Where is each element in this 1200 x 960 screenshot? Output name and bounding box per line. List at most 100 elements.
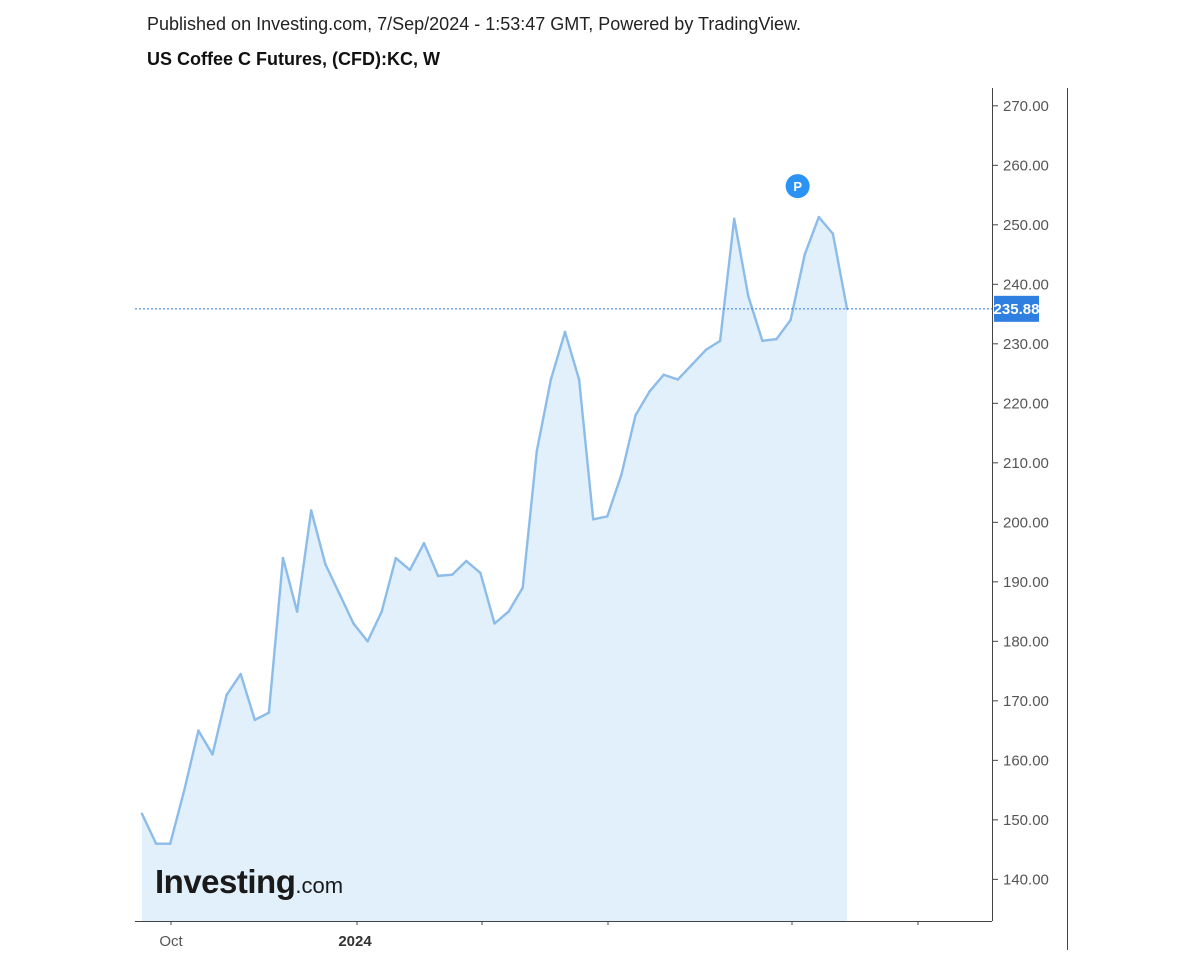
price-line — [140, 215, 849, 845]
price-segment — [704, 339, 722, 351]
y-tick-label: 220.00 — [1003, 395, 1049, 412]
price-point — [789, 318, 792, 322]
price-segment — [662, 373, 679, 381]
price-point — [535, 449, 538, 453]
price-segment — [733, 217, 750, 298]
y-tick-label: 140.00 — [1003, 871, 1049, 888]
price-point — [831, 232, 835, 235]
price-point — [394, 556, 397, 560]
price-point — [239, 672, 242, 676]
last-price-label: 235.88 — [994, 301, 1040, 318]
price-area-fill — [142, 217, 847, 921]
last-price-tag-background — [994, 295, 1039, 322]
y-tick-label: 170.00 — [1003, 693, 1049, 710]
y-tick-label: 230.00 — [1003, 336, 1049, 353]
price-point — [521, 586, 524, 589]
price-segment — [577, 378, 595, 521]
price-point — [549, 378, 553, 381]
y-tick-label: 200.00 — [1003, 514, 1049, 531]
price-point — [366, 640, 369, 643]
price-segment — [549, 330, 567, 381]
price-point — [507, 610, 510, 613]
price-point — [310, 509, 313, 512]
price-segment — [606, 473, 623, 518]
price-segment — [451, 559, 468, 576]
price-segment — [803, 215, 820, 256]
price-segment — [436, 573, 454, 578]
price-segment — [648, 373, 665, 393]
price-point — [606, 515, 609, 518]
price-segment — [310, 509, 327, 566]
price-segment — [239, 672, 257, 722]
price-point — [775, 337, 778, 341]
last-price-tag: 235.88 — [994, 295, 1040, 322]
p-marker-circle[interactable] — [785, 174, 810, 199]
p-marker-label: P — [793, 179, 802, 194]
x-axis-label: Oct — [159, 933, 183, 950]
price-segment — [140, 812, 158, 845]
price-point — [295, 610, 299, 613]
price-segment — [761, 337, 778, 343]
price-point — [211, 753, 214, 756]
price-point — [648, 390, 651, 393]
price-segment — [338, 592, 355, 625]
price-point — [592, 518, 595, 521]
price-point — [620, 473, 623, 476]
price-segment — [507, 586, 524, 613]
price-point — [563, 330, 567, 334]
price-segment — [168, 788, 186, 845]
x-axis-label: 2024 — [338, 933, 372, 950]
price-segment — [620, 414, 637, 476]
price-point — [733, 217, 736, 221]
price-segment — [211, 693, 228, 756]
price-segment — [718, 217, 736, 343]
price-segment — [690, 348, 708, 366]
price-point — [380, 610, 383, 613]
price-segment — [563, 330, 581, 381]
price-point — [577, 378, 581, 381]
price-point — [267, 711, 271, 714]
price-point — [436, 574, 440, 578]
price-point — [253, 718, 256, 722]
y-tick-label: 250.00 — [1003, 217, 1049, 234]
price-point — [676, 378, 679, 381]
y-tick-label: 210.00 — [1003, 455, 1049, 472]
price-segment — [281, 556, 299, 613]
y-tick-label: 150.00 — [1003, 812, 1049, 829]
price-segment — [295, 509, 313, 613]
price-point — [718, 339, 722, 343]
logo-main-text: Investing — [155, 863, 296, 900]
price-segment — [408, 541, 426, 572]
price-point — [817, 215, 820, 219]
price-segment — [493, 610, 510, 625]
price-point — [197, 729, 200, 732]
price-segment — [521, 449, 538, 589]
price-point — [408, 568, 412, 572]
price-segment — [197, 729, 214, 756]
price-segment — [747, 295, 764, 343]
price-point — [803, 253, 806, 256]
price-point — [465, 559, 468, 563]
price-point — [761, 339, 764, 343]
price-segment — [394, 556, 412, 572]
price-segment — [225, 672, 242, 697]
price-point — [690, 363, 694, 366]
price-segment — [817, 215, 835, 235]
price-point — [281, 556, 285, 560]
price-segment — [183, 729, 200, 792]
y-tick-label: 270.00 — [1003, 98, 1049, 115]
logo-suffix-text: .com — [295, 873, 344, 898]
price-segment — [267, 556, 285, 714]
y-tick-label: 260.00 — [1003, 157, 1049, 174]
price-point — [154, 842, 158, 845]
p-marker[interactable]: P — [785, 174, 810, 199]
price-point — [662, 373, 665, 376]
price-segment — [465, 559, 482, 575]
y-tick-label: 240.00 — [1003, 276, 1049, 293]
price-segment — [831, 232, 849, 311]
price-segment — [422, 541, 440, 578]
price-point — [704, 348, 708, 351]
price-segment — [324, 562, 341, 595]
investing-logo: Investing.com — [155, 863, 343, 901]
